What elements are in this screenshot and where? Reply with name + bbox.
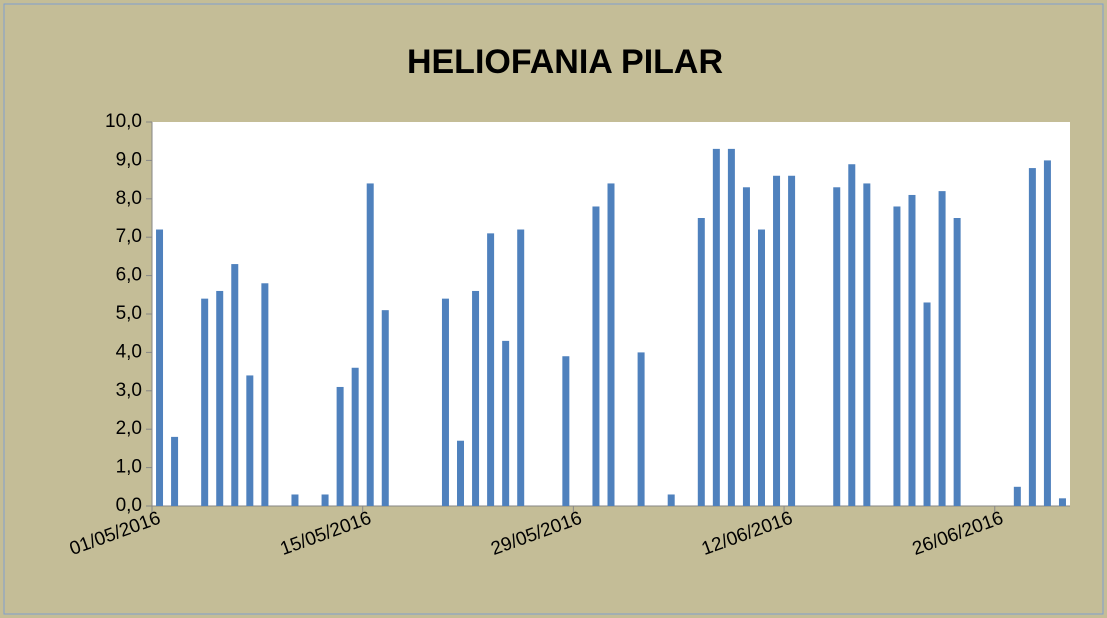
bar [562,356,570,506]
bar [833,187,841,506]
bar [231,264,239,506]
bar [457,440,465,506]
bar [848,164,856,507]
bar [336,386,344,506]
bar [441,298,449,506]
bar [863,183,871,506]
bar [261,283,269,506]
bar [201,298,209,506]
y-tick-label: 9,0 [116,149,142,170]
bar [1013,486,1021,506]
bar [712,148,720,506]
bar [727,148,735,506]
bar [472,290,480,506]
y-tick-label: 6,0 [116,265,142,286]
bar [908,194,916,506]
bar [953,218,961,506]
bar [1058,498,1066,506]
bar [637,352,645,506]
bar [351,367,359,506]
bar [893,206,901,507]
y-tick-label: 10,0 [105,111,142,132]
bar [757,229,765,506]
y-tick-label: 4,0 [116,341,142,362]
bar [381,310,389,506]
bar [697,218,705,506]
bar [502,340,510,506]
bar [517,229,525,506]
bar [788,175,796,506]
bar [923,302,931,506]
bar [487,233,495,507]
bar [742,187,750,506]
y-tick-label: 7,0 [116,226,142,247]
y-tick-label: 3,0 [116,380,142,401]
border [3,3,1104,615]
bar [1028,168,1036,506]
y-tick-label: 8,0 [116,188,142,209]
bar [773,175,781,506]
bar [216,290,224,506]
bar [321,494,329,506]
bar [246,375,254,506]
bar [938,191,946,506]
chart-title: HELIOFANIA PILAR [407,43,723,81]
bar [667,494,675,506]
bar [366,183,374,506]
y-tick-label: 5,0 [116,303,142,324]
bar [171,436,179,506]
bar [156,229,164,506]
y-tick-label: 1,0 [116,457,142,478]
bar [592,206,600,507]
y-tick-label: 2,0 [116,418,142,439]
y-tick-label: 0,0 [116,495,142,516]
bar [291,494,299,506]
bar [1043,160,1051,506]
bar [607,183,615,506]
